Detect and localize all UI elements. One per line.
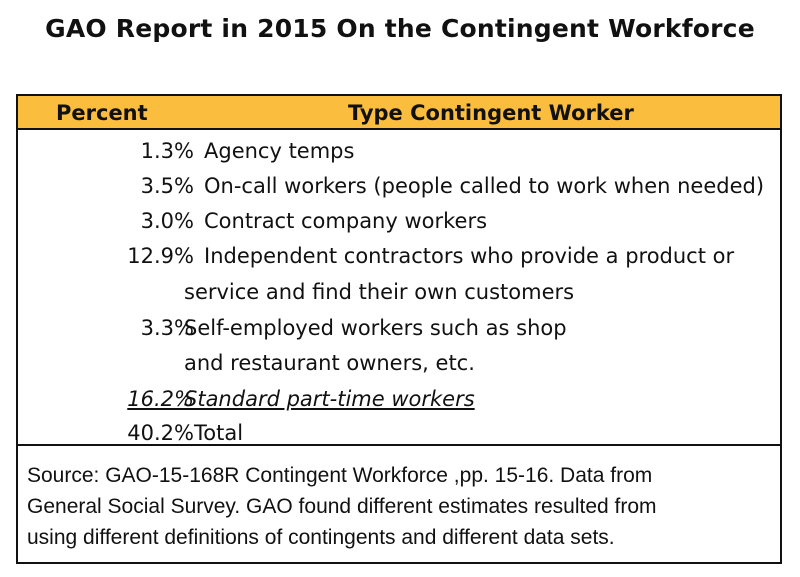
header-percent: Percent [56, 101, 148, 125]
header-type: Type Contingent Worker [348, 101, 634, 125]
row-percent: 3.0% [140, 209, 194, 233]
row-percent: 3.3% [140, 316, 194, 340]
row-percent: 1.3% [140, 139, 194, 163]
row-label: Total [194, 421, 244, 445]
table-row: 3.5% On-call workers (people called to w… [18, 169, 780, 203]
row-label: Contract company workers [204, 209, 488, 233]
table-row-continuation: service and find their own customers [18, 275, 780, 309]
row-label: On-call workers (people called to work w… [204, 174, 765, 198]
page-title: GAO Report in 2015 On the Contingent Wor… [45, 14, 755, 43]
table-row: 12.9% Independent contractors who provid… [18, 239, 780, 273]
row-label: Standard part-time workers [184, 387, 475, 411]
source-line: Source: GAO-15-168R Contingent Workforce… [27, 464, 653, 487]
table-row-continuation: and restaurant owners, etc. [18, 346, 780, 380]
source-line: General Social Survey. GAO found differe… [27, 495, 657, 518]
source-note: Source: GAO-15-168R Contingent Workforce… [16, 444, 782, 564]
table-row: 3.0% Contract company workers [18, 204, 780, 238]
table-row-total: 40.2% Total [18, 416, 780, 450]
table-row: 1.3% Agency temps [18, 134, 780, 168]
row-percent: 40.2% [127, 421, 194, 445]
row-label-line2: and restaurant owners, etc. [184, 351, 475, 375]
row-label-line2: service and find their own customers [184, 280, 575, 304]
row-label: Agency temps [204, 139, 355, 163]
table-row: 16.2% Standard part-time workers [18, 382, 780, 416]
row-percent: 16.2% [127, 387, 194, 411]
table-header: Percent Type Contingent Worker [18, 96, 780, 130]
contingent-worker-table: Percent Type Contingent Worker 1.3% Agen… [16, 94, 782, 446]
row-label: Self-employed workers such as shop [184, 316, 567, 340]
source-line: using different definitions of contingen… [27, 526, 615, 549]
row-label: Independent contractors who provide a pr… [204, 244, 735, 268]
table-row: 3.3% Self-employed workers such as shop [18, 311, 780, 345]
row-percent: 3.5% [140, 174, 194, 198]
row-percent: 12.9% [127, 244, 194, 268]
